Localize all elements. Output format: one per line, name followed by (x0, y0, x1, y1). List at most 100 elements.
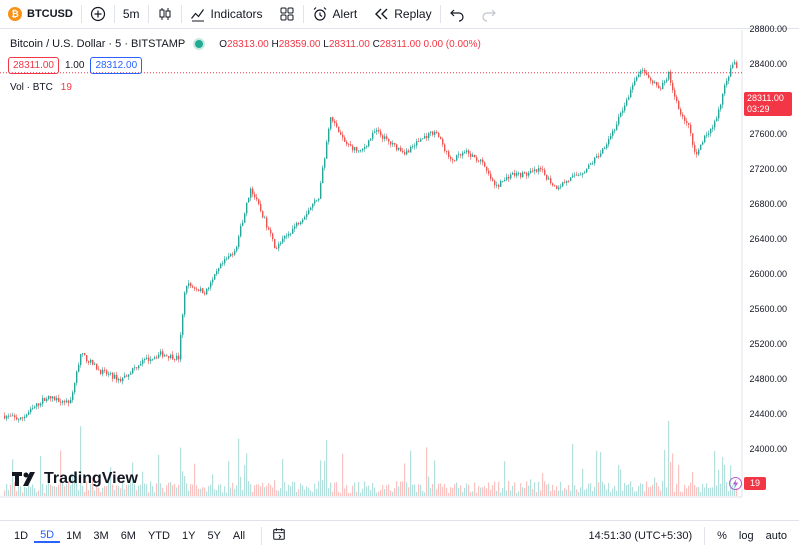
volume-bar (294, 481, 296, 496)
buy-button[interactable]: 28312.00 (90, 57, 143, 74)
volume-bar (106, 486, 108, 496)
candle-body (304, 216, 306, 220)
volume-bar (182, 471, 184, 496)
volume-bar (58, 484, 60, 496)
candle-body (414, 145, 416, 147)
price-chart[interactable] (0, 30, 799, 520)
candle-body (172, 354, 174, 360)
candle-body (632, 85, 634, 90)
redo-button[interactable] (473, 0, 505, 29)
volume-bar (696, 487, 698, 496)
calendar-icon (273, 528, 285, 540)
toolbar-divider (302, 5, 304, 23)
volume-bar (292, 481, 294, 496)
candle-body (584, 172, 586, 174)
volume-bar (288, 484, 290, 496)
volume-bar (32, 484, 34, 496)
volume-bar (370, 490, 372, 496)
volume-bar (298, 489, 300, 496)
volume-bar (612, 488, 614, 496)
volume-bar (94, 490, 96, 496)
range-button-all[interactable]: All (232, 529, 246, 542)
alert-button[interactable]: Alert (304, 0, 366, 29)
volume-bar (476, 492, 478, 496)
timezone-clock[interactable]: 14:51:30 (UTC+5:30) (588, 529, 693, 542)
chart-pane[interactable]: Bitcoin / U.S. Dollar · 5 · BITSTAMP O28… (0, 24, 799, 544)
compare-symbol-button[interactable] (82, 0, 114, 29)
tradingview-logo-icon (12, 472, 35, 486)
volume-bar (308, 487, 310, 496)
volume-bar (590, 483, 592, 496)
replay-label: Replay (394, 7, 432, 21)
symbol-search-button[interactable]: ₿ BTCUSD (0, 0, 81, 29)
volume-bar (648, 487, 650, 496)
auto-scale-toggle[interactable]: auto (765, 529, 787, 542)
candle-body (512, 173, 514, 175)
goto-date-button[interactable] (262, 527, 296, 544)
candle-body (18, 419, 20, 421)
tradingview-logo[interactable]: TradingView (12, 470, 138, 488)
candle-body (8, 415, 10, 417)
interval-button[interactable]: 5m (115, 0, 148, 29)
volume-bar (74, 471, 76, 496)
log-toggle[interactable]: log (738, 529, 754, 542)
candle-body (354, 147, 356, 151)
bar-countdown: 03:29 (747, 104, 770, 114)
volume-bar (306, 486, 308, 496)
range-button-5y[interactable]: 5Y (207, 529, 221, 542)
candle-body (714, 121, 716, 128)
volume-bar (636, 491, 638, 496)
candle-body (476, 157, 478, 161)
volume-bar (398, 486, 400, 496)
volume-bar (604, 484, 606, 496)
range-button-1y[interactable]: 1Y (181, 529, 196, 542)
candle-body (644, 69, 646, 73)
chart-type-button[interactable] (149, 0, 181, 29)
volume-bar (274, 480, 276, 496)
volume-bar (464, 487, 466, 496)
range-button-5d[interactable]: 5D (34, 529, 61, 543)
candle-body (618, 116, 620, 125)
volume-bar (606, 489, 608, 496)
range-button-1d[interactable]: 1D (14, 529, 29, 542)
candle-body (14, 415, 16, 418)
candle-body (578, 174, 580, 176)
volume-bar (352, 485, 354, 496)
range-button-1m[interactable]: 1M (66, 529, 82, 542)
candle-body (88, 361, 90, 363)
indicators-button[interactable]: Indicators (182, 0, 271, 29)
range-button-ytd[interactable]: YTD (147, 529, 170, 542)
layouts-button[interactable] (271, 0, 303, 29)
range-button-3m[interactable]: 3M (93, 529, 109, 542)
candle-body (166, 355, 168, 357)
percent-toggle[interactable]: % (717, 529, 727, 542)
candle-body (438, 132, 440, 137)
candle-body (548, 178, 550, 180)
candle-body (616, 124, 618, 130)
series-title[interactable]: Bitcoin / U.S. Dollar · 5 · BITSTAMP (10, 38, 186, 50)
candle-body (144, 359, 146, 361)
volume-bar (392, 491, 394, 496)
replay-button[interactable]: Replay (365, 0, 439, 29)
sell-button[interactable]: 28311.00 (8, 57, 59, 74)
candle-body (234, 250, 236, 255)
undo-button[interactable] (441, 0, 473, 29)
volume-bar (206, 491, 208, 496)
symbol-label: BTCUSD (27, 8, 73, 20)
volume-bar (490, 489, 492, 496)
range-button-6m[interactable]: 6M (120, 529, 136, 542)
candle-body (654, 81, 656, 84)
volume-legend[interactable]: Vol · BTC 19 (10, 82, 72, 93)
candle-body (426, 135, 428, 139)
candle-body (456, 155, 458, 161)
candle-body (508, 176, 510, 179)
volume-bar (350, 492, 352, 496)
volume-bar (92, 477, 94, 496)
volume-bar (716, 485, 718, 496)
volume-bar (724, 464, 726, 496)
volume-bar (726, 481, 728, 496)
candle-body (60, 401, 62, 403)
lightning-icon[interactable] (729, 477, 742, 490)
volume-bar (444, 483, 446, 496)
candle-body (122, 377, 124, 382)
